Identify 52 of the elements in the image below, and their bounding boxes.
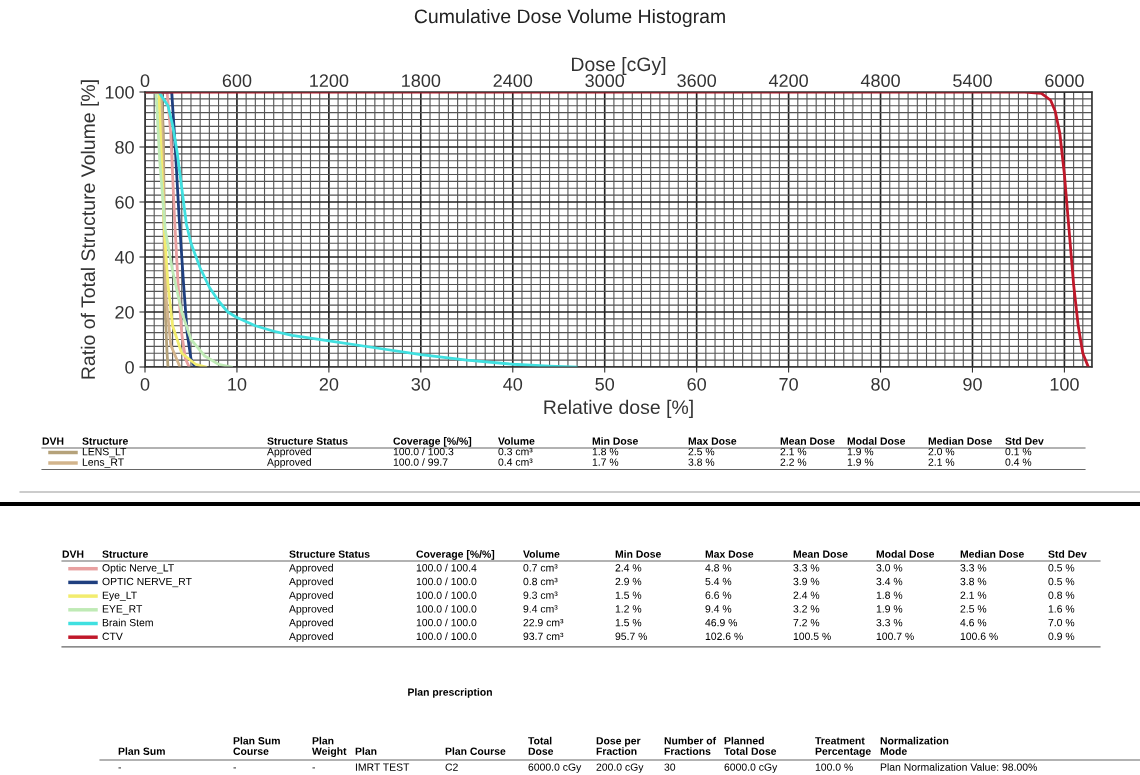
text: - - - IMRT TEST C2 6000.0 cGy 200.0 cGy 30 6000.0 cGy 100.0 % Plan Normalization Value: 98.00% — [118, 763, 1037, 773]
x2-tick-label: 5400 — [953, 74, 992, 88]
x-tick-label: 40 — [503, 377, 523, 391]
y-tick-label: 0 — [125, 360, 134, 374]
x2-tick-label: 1800 — [402, 74, 441, 88]
x-tick-label: 20 — [319, 377, 339, 391]
x-tick-label: 0 — [140, 377, 150, 391]
x2-tick-label: 4200 — [768, 74, 808, 88]
text: Approved 100.0 / 100.4 0.7 cm³ 2.4 % 4.8 % 3.3 % 3.0 % 3.3 % 0.5 % — [289, 563, 1075, 574]
x-tick-label: 80 — [871, 377, 890, 391]
x-tick-label: 60 — [687, 377, 706, 391]
y-tick-label: 20 — [115, 305, 134, 319]
legend-label: Brain Stem — [102, 618, 153, 627]
x2-tick-label: 2400 — [493, 74, 533, 88]
text: Approved 100.0 / 100.0 22.9 cm³ 1.5 % 46.9 % 7.2 % 3.3 % 4.6 % 7.0 % — [289, 618, 1075, 629]
legend-label: EYE_RT — [102, 605, 143, 615]
text: Approved 100.0 / 100.0 0.8 cm³ 2.9 % 5.4 % 3.9 % 3.4 % 3.8 % 0.5 % — [289, 577, 1075, 588]
legend-label: Eye_LT — [102, 591, 137, 601]
x2-tick-label: 1200 — [310, 74, 349, 88]
y-tick-label: 40 — [114, 250, 134, 264]
text: Approved 100.0 / 100.0 9.3 cm³ 1.5 % 6.6 % 2.4 % 1.8 % 2.1 % 0.8 % — [289, 591, 1075, 601]
text: DVH Structure Structure Status Coverage [%/%] Volume Min Dose Max Dose Mean Dose Modal Dose Median Dose Std Dev — [42, 437, 1044, 447]
text: Plan Sum Plan Sum Course Plan Weight Plan Plan Course Total Dose Dose per Fraction Number of Fractions Planned Total Dose Treatment Percentage Normalization Mode — [118, 736, 949, 757]
chart-title: Cumulative Dose Volume Histogram — [414, 8, 725, 28]
text: Approved 100.0 / 99.7 0.4 cm³ 1.7 % 3.8 % 2.2 % 1.9 % 2.1 % 0.4 % — [267, 458, 1032, 468]
y-tick-label: 80 — [115, 140, 134, 154]
x-tick-label: 100 — [1050, 377, 1079, 391]
x-tick-label: 50 — [595, 377, 615, 391]
x2-tick-label: 3600 — [677, 74, 717, 88]
x2-tick-label: 4800 — [860, 74, 900, 88]
x-tick-label: 10 — [228, 377, 247, 391]
x2-tick-label: 0 — [140, 74, 150, 88]
legend-label: Lens_RT — [82, 458, 124, 468]
legend-label: OPTIC NERVE_RT — [102, 577, 192, 588]
x-tick-label: 30 — [411, 377, 431, 391]
x-tick-label: 90 — [963, 377, 982, 391]
text: DVH Structure Structure Status Coverage [%/%] Volume Min Dose Max Dose Mean Dose Modal Dose Median Dose Std Dev — [62, 550, 1087, 560]
text: Plan prescription — [408, 688, 492, 698]
text: Approved 100.0 / 100.3 0.3 cm³ 1.8 % 2.5 % 2.1 % 1.9 % 2.0 % 0.1 % — [267, 447, 1032, 458]
y-axis-title: Ratio of Total Structure Volume [%] — [80, 80, 99, 379]
text: Approved 100.0 / 100.0 9.4 cm³ 1.2 % 9.4 % 3.2 % 1.9 % 2.5 % 1.6 % — [289, 604, 1075, 615]
legend-label: CTV — [102, 632, 123, 640]
text: Approved 100.0 / 100.0 93.7 cm³ 95.7 % 102.6 % 100.5 % 100.7 % 100.6 % 0.9 % — [289, 632, 1075, 643]
legend-label: Optic Nerve_LT — [102, 563, 174, 574]
y-tick-label: 60 — [115, 195, 134, 209]
x-tick-label: 70 — [779, 377, 798, 391]
x-axis-title: Relative dose [%] — [544, 399, 693, 418]
y-tick-label: 100 — [105, 85, 134, 99]
x2-tick-label: 3000 — [585, 74, 625, 88]
x2-tick-label: 6000 — [1045, 74, 1084, 88]
x2-tick-label: 600 — [222, 74, 252, 88]
legend-label: LENS_LT — [82, 447, 127, 458]
